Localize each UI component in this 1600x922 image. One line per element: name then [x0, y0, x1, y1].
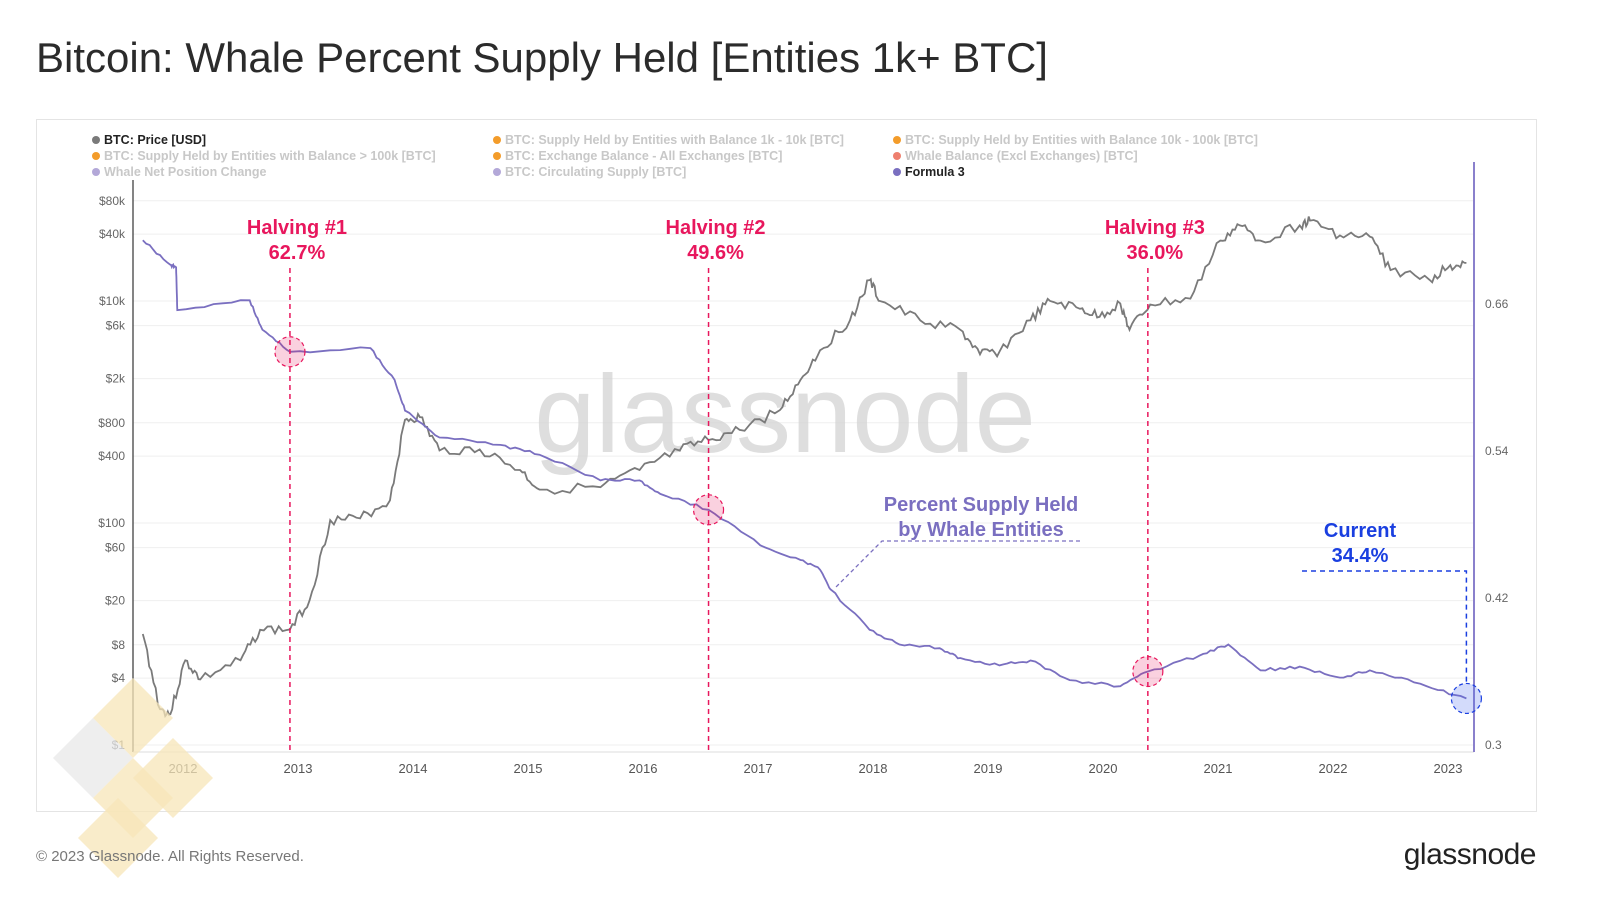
- x-tick-label: 2013: [284, 761, 313, 776]
- y-tick-label: $100: [98, 516, 125, 530]
- legend-label: BTC: Price [USD]: [104, 133, 207, 147]
- brand-logo: glassnode: [1403, 838, 1537, 871]
- y2-tick-label: 0.42: [1485, 591, 1509, 605]
- y-tick-label: $400: [98, 449, 125, 463]
- y-tick-label: $4: [112, 671, 126, 685]
- series-line-whale-supply: [142, 239, 1467, 700]
- legend-item[interactable]: Whale Net Position Change: [92, 165, 267, 179]
- current-value: 34.4%: [1332, 545, 1389, 567]
- halving-marker: [1132, 655, 1164, 688]
- legend-label: BTC: Supply Held by Entities with Balanc…: [505, 133, 844, 147]
- chart-frame: [36, 119, 1537, 812]
- halving-marker: [274, 336, 306, 368]
- halving-value: 49.6%: [687, 242, 744, 264]
- series-annotation: by Whale Entities: [898, 519, 1064, 541]
- legend-label: BTC: Supply Held by Entities with Balanc…: [104, 149, 436, 163]
- legend-label: Whale Net Position Change: [104, 165, 267, 179]
- legend-dot-icon: [493, 168, 501, 176]
- legend-dot-icon: [92, 136, 100, 144]
- y-tick-label: $6k: [106, 319, 126, 333]
- y-tick-label: $800: [98, 416, 125, 430]
- page-title: Bitcoin: Whale Percent Supply Held [Enti…: [36, 34, 1048, 81]
- legend-item[interactable]: BTC: Supply Held by Entities with Balanc…: [92, 149, 436, 163]
- watermark: glassnode: [534, 353, 1036, 476]
- halving-label: Halving #1: [247, 217, 347, 239]
- current-marker: [1450, 682, 1483, 715]
- legend-label: Formula 3: [905, 165, 965, 179]
- halving-label: Halving #3: [1105, 217, 1205, 239]
- y-tick-label: $80k: [99, 194, 126, 208]
- x-tick-label: 2021: [1204, 761, 1233, 776]
- current-label: Current: [1324, 520, 1397, 542]
- legend-item[interactable]: Formula 3: [893, 165, 965, 179]
- y2-tick-label: 0.66: [1485, 297, 1509, 311]
- legend-label: BTC: Supply Held by Entities with Balanc…: [905, 133, 1258, 147]
- legend-dot-icon: [893, 136, 901, 144]
- y-tick-label: $40k: [99, 227, 126, 241]
- series-annotation: Percent Supply Held: [884, 494, 1079, 516]
- legend-item[interactable]: BTC: Price [USD]: [92, 133, 206, 147]
- legend-label: BTC: Exchange Balance - All Exchanges [B…: [505, 149, 783, 163]
- x-tick-label: 2020: [1089, 761, 1118, 776]
- x-tick-label: 2015: [514, 761, 543, 776]
- halving-marker: [692, 494, 725, 526]
- copyright: © 2023 Glassnode. All Rights Reserved.: [36, 848, 304, 865]
- y2-tick-label: 0.54: [1485, 444, 1509, 458]
- series-line-price: [141, 216, 1467, 719]
- legend-item[interactable]: BTC: Supply Held by Entities with Balanc…: [893, 133, 1258, 147]
- legend-item[interactable]: Whale Balance (Excl Exchanges) [BTC]: [893, 149, 1138, 163]
- legend-item[interactable]: BTC: Circulating Supply [BTC]: [493, 165, 686, 179]
- x-tick-label: 2019: [974, 761, 1003, 776]
- legend-dot-icon: [493, 136, 501, 144]
- halving-value: 36.0%: [1126, 242, 1183, 264]
- y-tick-label: $10k: [99, 294, 126, 308]
- current-leader-line: [1302, 570, 1468, 684]
- legend-dot-icon: [893, 152, 901, 160]
- y-tick-label: $2k: [106, 372, 126, 386]
- legend-item[interactable]: BTC: Exchange Balance - All Exchanges [B…: [493, 149, 782, 163]
- legend-label: Whale Balance (Excl Exchanges) [BTC]: [905, 149, 1138, 163]
- legend-dot-icon: [92, 152, 100, 160]
- logo-diamond-icon: [78, 798, 158, 878]
- x-tick-label: 2016: [629, 761, 658, 776]
- legend-label: BTC: Circulating Supply [BTC]: [505, 165, 687, 179]
- legend-dot-icon: [493, 152, 501, 160]
- legend-dot-icon: [92, 168, 100, 176]
- legend-dot-icon: [893, 168, 901, 176]
- y-tick-label: $60: [105, 541, 125, 555]
- logo-diamond-icon: [133, 738, 213, 818]
- x-tick-label: 2023: [1434, 761, 1463, 776]
- x-tick-label: 2022: [1319, 761, 1348, 776]
- x-tick-label: 2018: [859, 761, 888, 776]
- y-tick-label: $8: [112, 638, 126, 652]
- x-tick-label: 2017: [744, 761, 773, 776]
- series-annotation-leader: [834, 540, 1080, 589]
- y2-tick-label: 0.3: [1485, 738, 1502, 752]
- legend-item[interactable]: BTC: Supply Held by Entities with Balanc…: [493, 133, 844, 147]
- x-tick-label: 2014: [399, 761, 428, 776]
- y-tick-label: $20: [105, 594, 125, 608]
- halving-value: 62.7%: [269, 242, 326, 264]
- halving-label: Halving #2: [666, 217, 766, 239]
